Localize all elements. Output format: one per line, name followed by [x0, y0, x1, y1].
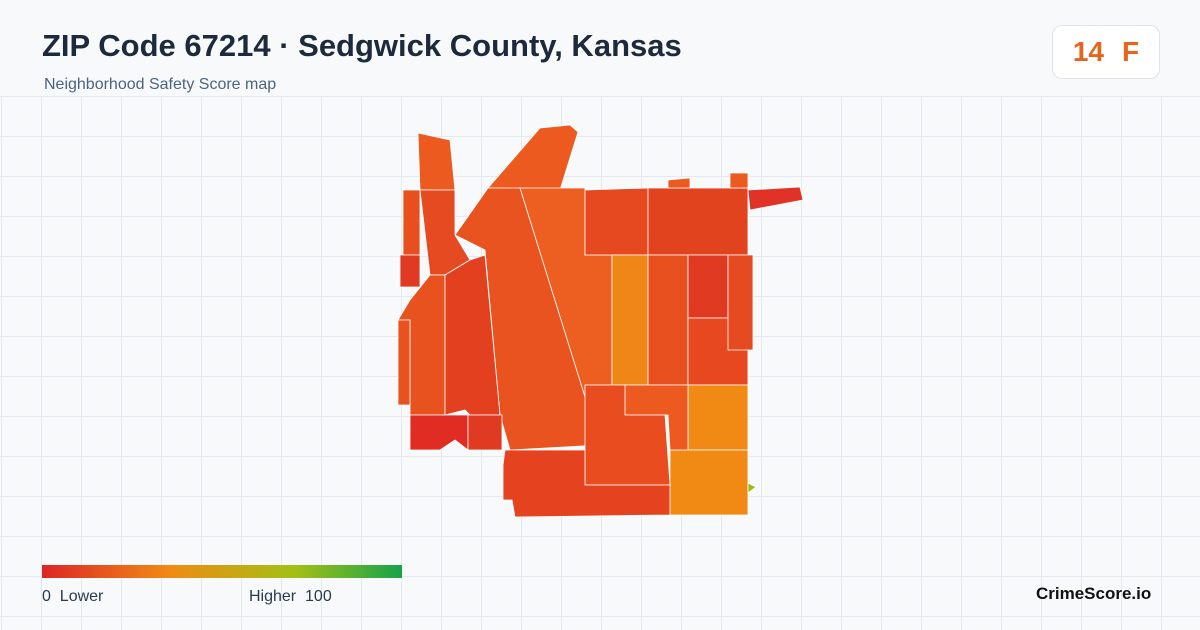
legend-max: Higher 100	[249, 588, 332, 606]
area	[611, 254, 649, 386]
area	[397, 319, 411, 406]
area	[687, 254, 729, 319]
subtitle: Neighborhood Safety Score map	[44, 76, 277, 93]
area	[417, 132, 456, 191]
area	[467, 414, 503, 451]
area	[584, 187, 649, 256]
area	[399, 254, 421, 288]
area	[402, 189, 421, 256]
area	[502, 449, 671, 518]
score-value: 14	[1072, 36, 1105, 67]
legend-max-label: Higher	[249, 588, 297, 605]
area	[729, 172, 749, 189]
area	[647, 254, 689, 386]
area	[409, 414, 469, 451]
legend-min-label: Lower	[59, 588, 104, 605]
title: ZIP Code 67214 · Sedgwick County, Kansas	[42, 28, 682, 63]
area	[747, 186, 804, 211]
score-grade: F	[1122, 36, 1140, 67]
area	[747, 482, 757, 494]
area	[667, 177, 691, 189]
area	[669, 449, 749, 516]
area	[487, 124, 579, 191]
legend-max-value: 100	[305, 588, 332, 605]
area	[727, 254, 754, 351]
legend-gradient	[42, 565, 402, 578]
area	[647, 187, 749, 256]
brand: CrimeScore.io	[1036, 584, 1152, 603]
header: ZIP Code 67214 · Sedgwick County, Kansas…	[0, 0, 1200, 96]
score-badge: 14 F	[1052, 25, 1160, 79]
legend-min: 0 Lower	[42, 588, 103, 606]
legend-min-value: 0	[42, 588, 51, 605]
area	[687, 384, 749, 451]
